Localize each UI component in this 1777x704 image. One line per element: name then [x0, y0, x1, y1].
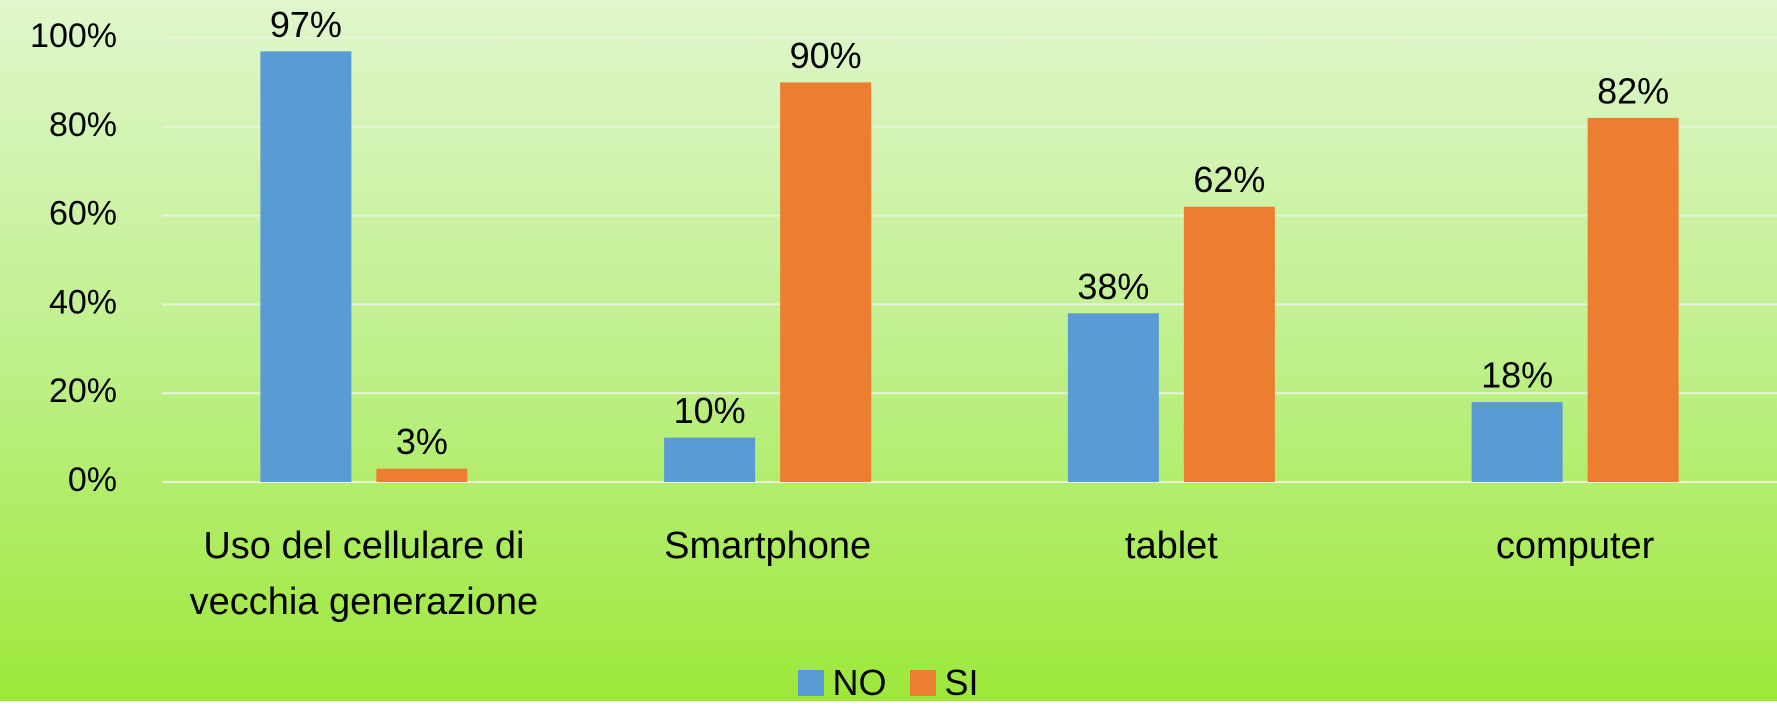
y-tick-label: 20% [49, 372, 117, 410]
value-label: 90% [790, 35, 862, 76]
legend: NO SI [0, 663, 1777, 704]
x-tick-label: tablet [1124, 525, 1218, 567]
x-tick-label: Uso del cellulare di vecchia generazione [189, 525, 539, 623]
value-label: 18% [1481, 355, 1553, 396]
x-tick-label: Smartphone [664, 525, 872, 567]
bar [780, 82, 872, 483]
bar [1067, 313, 1159, 482]
bar [1587, 117, 1679, 483]
y-tick-label: 100% [30, 17, 117, 55]
y-tick-label: 60% [49, 195, 117, 233]
bar [376, 468, 468, 482]
y-tick-label: 80% [49, 106, 117, 144]
value-label: 97% [270, 4, 342, 45]
value-label: 82% [1597, 70, 1669, 111]
bar [1183, 206, 1275, 482]
legend-swatch [910, 670, 937, 696]
legend-swatch [798, 670, 825, 696]
bar [1471, 402, 1563, 482]
value-label: 62% [1193, 159, 1265, 200]
legend-item: NO [798, 663, 886, 703]
value-label: 10% [674, 390, 746, 431]
y-tick-label: 40% [49, 283, 117, 321]
bar [260, 51, 352, 482]
bar [664, 437, 756, 482]
y-tick-label: 0% [68, 461, 117, 499]
value-label: 3% [396, 421, 448, 462]
legend-label: NO [832, 662, 887, 703]
x-tick-label: computer [1495, 525, 1655, 567]
legend-item: SI [910, 662, 979, 703]
legend-label: SI [944, 662, 979, 703]
value-label: 38% [1077, 266, 1149, 307]
